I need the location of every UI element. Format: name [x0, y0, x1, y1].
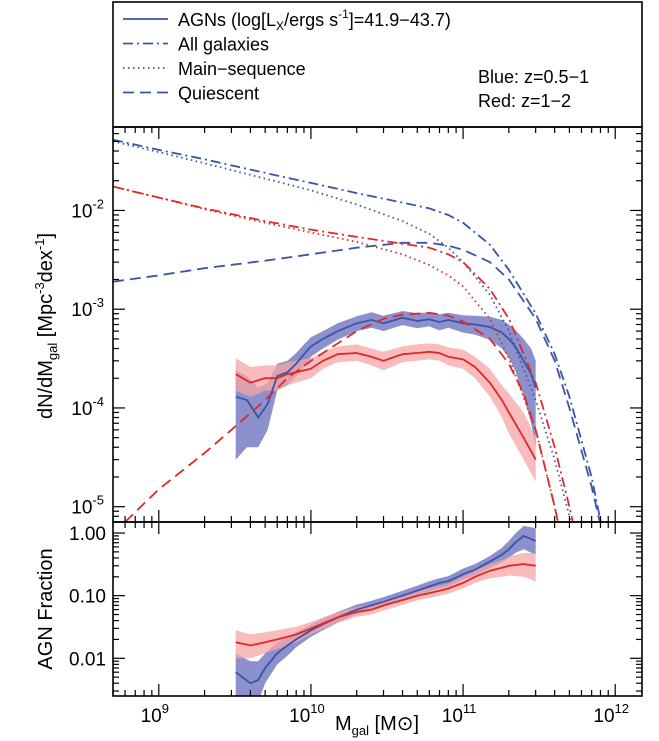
- bottom-panel-bands: [235, 525, 536, 696]
- top-panel-y-tick-labels: 10-2 10-3 10-4 10-5: [71, 196, 104, 518]
- top-panel: 10-2 10-3 10-4 10-5 dN/dMgal [Mpc-3dex-1]: [32, 126, 643, 523]
- top-blue-dotted-line: [113, 140, 572, 522]
- legend-note: Blue: z=0.5−1: [478, 67, 589, 87]
- top-panel-bands: [235, 311, 536, 482]
- top-y-tick-label: 10-3: [71, 295, 104, 321]
- legend-note: Red: z=1−2: [478, 91, 571, 111]
- bottom-x-tick-label: 1012: [593, 701, 629, 727]
- legend: AGNs (log[LX/ergs s-1]=41.9−43.7)All gal…: [123, 7, 589, 111]
- top-red-solid-line: [235, 350, 537, 461]
- bottom-y-tick-label: 0.01: [69, 649, 106, 670]
- top-blue-agn-band: [235, 311, 536, 460]
- bot-blue-agn-band: [235, 525, 536, 696]
- top-red-agn-band: [235, 343, 536, 482]
- top-y-tick-label: 10-4: [71, 394, 104, 420]
- x-axis-label: Mgal [M⊙]: [335, 713, 419, 738]
- bottom-panel-frame: [112, 521, 643, 697]
- bottom-y-tick-label: 0.10: [69, 587, 106, 608]
- top-blue-dashdot-line: [113, 138, 602, 522]
- legend-label-solid: AGNs (log[LX/ergs s-1]=41.9−43.7): [178, 7, 451, 33]
- bottom-panel-x-tick-labels: 109 1010 1011 1012: [141, 701, 629, 727]
- bottom-panel-lines: [235, 534, 537, 685]
- legend-label-dotted: Main−sequence: [178, 59, 306, 79]
- bottom-y-tick-label: 1.00: [69, 524, 106, 545]
- top-red-dashed-line: [124, 311, 559, 522]
- bot-blue-solid-line: [235, 534, 537, 685]
- bottom-x-tick-label: 1010: [289, 701, 325, 727]
- top-y-tick-label: 10-5: [71, 493, 104, 519]
- top-panel-lines: [113, 138, 602, 522]
- legend-label-dashed: Quiescent: [178, 84, 259, 104]
- bottom-panel-y-axis-label: AGN Fraction: [35, 548, 57, 669]
- bottom-panel-ticks: [112, 522, 642, 696]
- bottom-x-tick-label: 1011: [442, 701, 477, 727]
- bottom-x-tick-label: 109: [141, 701, 169, 727]
- top-red-dashdot-line: [113, 185, 574, 522]
- bottom-panel: 1.00 0.10 0.01 109 1010 1011 1012 AGN Fractio…: [35, 521, 643, 738]
- top-red-dotted-line: [113, 185, 559, 522]
- legend-label-dashdot: All galaxies: [178, 35, 269, 55]
- bottom-panel-y-tick-labels: 1.00 0.10 0.01: [69, 524, 106, 670]
- top-panel-y-axis-label: dN/dMgal [Mpc-3dex-1]: [32, 233, 60, 419]
- top-blue-dashed-line: [113, 241, 601, 522]
- top-y-tick-label: 10-2: [71, 196, 104, 222]
- bot-red-solid-line: [235, 563, 536, 647]
- top-blue-solid-line: [235, 316, 537, 420]
